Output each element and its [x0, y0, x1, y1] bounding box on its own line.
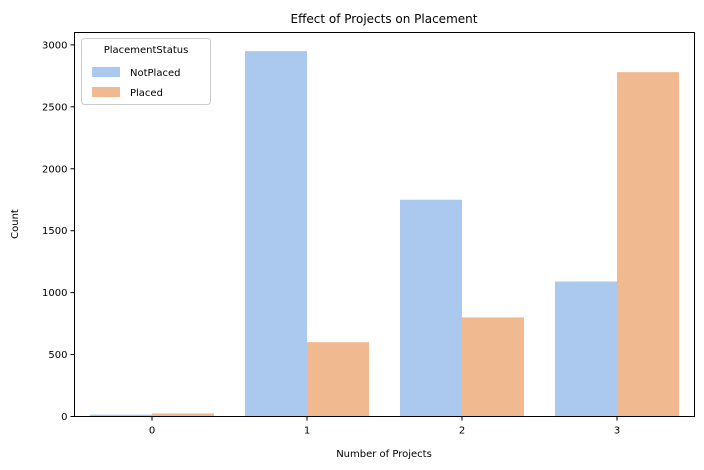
bar-notplaced-0 [90, 414, 152, 417]
legend-label-notplaced: NotPlaced [130, 68, 180, 79]
plot-frame [74, 32, 695, 417]
bar-placed-3 [617, 72, 679, 417]
bar-notplaced-1 [245, 51, 307, 417]
legend-label-placed: Placed [130, 88, 163, 99]
y-axis: 0 500 1000 1500 2000 2500 3000 [42, 40, 75, 423]
x-tick-label: 3 [614, 426, 620, 437]
bar-notplaced-2 [400, 199, 462, 417]
legend-swatch-notplaced [92, 67, 120, 77]
bar-notplaced-3 [555, 281, 617, 417]
bar-placed-1 [307, 342, 369, 417]
y-tick-label: 3000 [42, 40, 67, 51]
x-tick-label: 0 [149, 426, 155, 437]
chart-title: Effect of Projects on Placement [291, 12, 478, 26]
x-tick-label: 1 [304, 426, 310, 437]
y-tick-label: 2500 [42, 102, 67, 113]
x-tick-label: 2 [459, 426, 465, 437]
legend-title: PlacementStatus [104, 45, 189, 56]
x-axis-title: Number of Projects [336, 449, 432, 460]
y-tick-label: 2000 [42, 164, 67, 175]
bar-placed-0 [152, 413, 214, 417]
legend-swatch-placed [92, 87, 120, 97]
bars-layer [90, 51, 679, 417]
x-axis: 0 1 2 3 [149, 416, 620, 437]
y-axis-title: Count [10, 209, 21, 239]
y-tick-label: 1500 [42, 226, 67, 237]
legend: PlacementStatus NotPlaced Placed [81, 38, 211, 105]
y-tick-label: 500 [48, 350, 67, 361]
y-tick-label: 1000 [42, 288, 67, 299]
bar-placed-2 [462, 317, 524, 417]
y-tick-label: 0 [61, 412, 67, 423]
